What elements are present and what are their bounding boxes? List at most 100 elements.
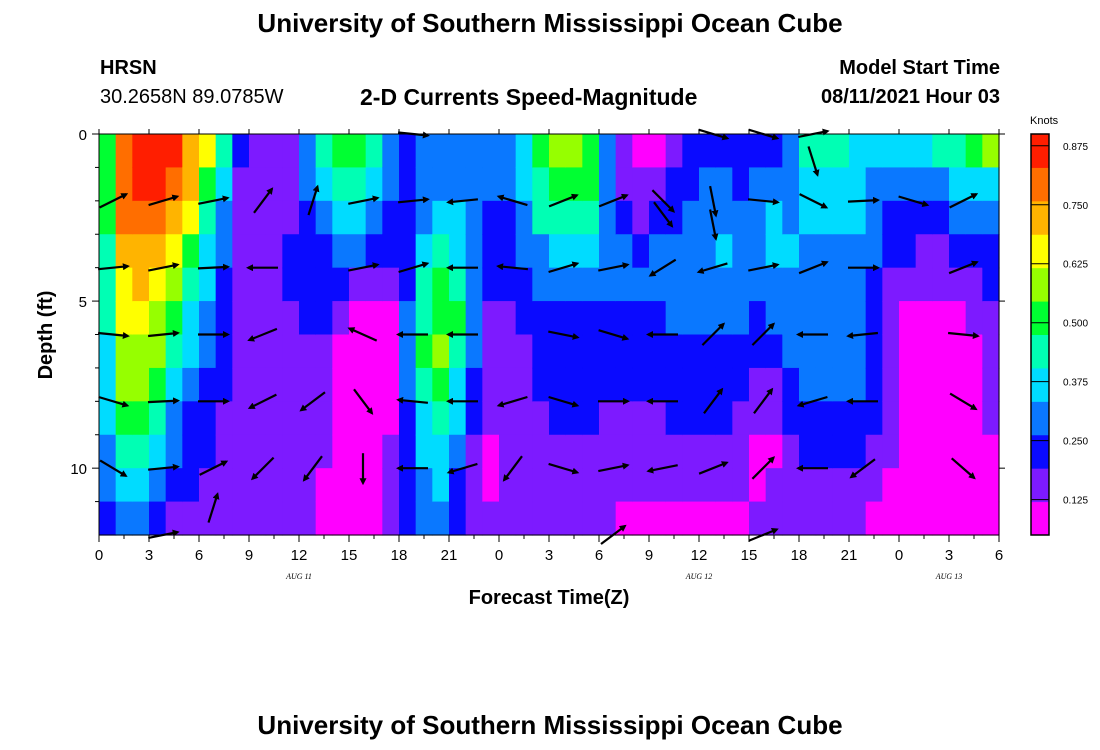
heatmap-cell [882,134,900,169]
heatmap-cell [815,234,833,269]
heatmap-cell [982,267,1000,302]
colorbar-tick-label: 0.125 [1063,496,1088,507]
heatmap-cell [732,434,750,469]
heatmap-cell [115,267,133,302]
heatmap-cell [932,234,950,269]
heatmap-cell [732,468,750,503]
x-axis-label: Forecast Time(Z) [469,587,630,609]
heatmap-cell [865,367,883,402]
heatmap-cell [182,434,200,469]
heatmap-cell [715,200,733,235]
heatmap-cell [349,367,367,402]
heatmap-cell [282,301,300,336]
heatmap-cell [115,301,133,336]
heatmap-cell [715,401,733,436]
colorbar-swatch [1031,267,1049,302]
heatmap-cell [582,267,600,302]
heatmap-cell [932,501,950,536]
heatmap-cell [432,501,450,536]
heatmap-cell [899,501,917,536]
heatmap-cell [432,468,450,503]
heatmap-cell [815,301,833,336]
heatmap-cell [265,334,283,369]
current-vector-arrow [807,146,820,177]
heatmap-cell [465,367,483,402]
heatmap-cell [165,501,183,536]
heatmap-cell [149,234,167,269]
current-vector-arrow [148,194,180,207]
heatmap-cell [265,200,283,235]
heatmap-cell [249,234,267,269]
heatmap-cell [249,167,267,202]
current-vector-arrow [598,262,630,272]
heatmap-cell [415,301,433,336]
heatmap-cell [232,301,250,336]
y-axis: 0 5 10 [70,127,1005,503]
heatmap-cell [332,301,350,336]
heatmap-cell [565,167,583,202]
heatmap-cell [249,501,267,536]
heatmap-cell [882,367,900,402]
heatmap-cell [265,301,283,336]
heatmap-cell [632,334,650,369]
heatmap-cell [99,234,117,269]
heatmap-cell [782,334,800,369]
current-vector-arrow [446,462,478,475]
heatmap-cell [165,334,183,369]
heatmap-cell [965,134,983,169]
heatmap-cell [732,367,750,402]
heatmap-cell [765,367,783,402]
y-axis-label: Depth (ft) [35,291,57,380]
heatmap-cell [182,267,200,302]
colorbar-tick-label: 0.250 [1063,437,1088,448]
current-vector-arrow [950,457,976,480]
heatmap-cell [365,334,383,369]
heatmap-cell [182,367,200,402]
heatmap-cell [232,468,250,503]
heatmap-cell [132,167,150,202]
heatmap-cell [399,200,417,235]
heatmap-cell [965,401,983,436]
heatmap-cell [149,401,167,436]
heatmap-cell [465,401,483,436]
day-label: AUG 12 [685,572,712,581]
heatmap-cell [215,401,233,436]
current-vector-arrow [701,322,726,346]
current-vector-arrow [548,395,580,408]
heatmap-cell [799,200,817,235]
current-vectors [97,128,980,545]
heatmap-cell [965,367,983,402]
heatmap-cell [682,468,700,503]
heatmap-cell [549,434,567,469]
heatmap-cell [332,468,350,503]
heatmap-cell [949,301,967,336]
heatmap-cell [799,167,817,202]
heatmap-cell [449,501,467,536]
colorbar-swatch [1031,468,1049,503]
heatmap-cell [249,367,267,402]
heatmap-cell [515,134,533,169]
heatmap-cell [199,234,217,269]
heatmap-cell [399,234,417,269]
current-vector-arrow [147,463,180,471]
heatmap-cell [849,367,867,402]
heatmap-cell [849,401,867,436]
heatmap-cell [715,267,733,302]
heatmap-cell [949,401,967,436]
heatmap-cell [132,468,150,503]
heatmap-cell [699,301,717,336]
heatmap-cell [132,200,150,235]
heatmap-cell [615,301,633,336]
current-vector-arrow [348,262,380,272]
colorbar-tick-label: 0.750 [1063,201,1088,212]
heatmap-cell [199,134,217,169]
heatmap-cell [699,468,717,503]
heatmap-cell [815,401,833,436]
heatmap-cell [215,167,233,202]
heatmap-cell [199,334,217,369]
heatmap-cell [532,200,550,235]
heatmap-cell [749,501,767,536]
heatmap-cell [949,167,967,202]
heatmap-cell [549,334,567,369]
x-tick-label: 15 [741,547,758,564]
